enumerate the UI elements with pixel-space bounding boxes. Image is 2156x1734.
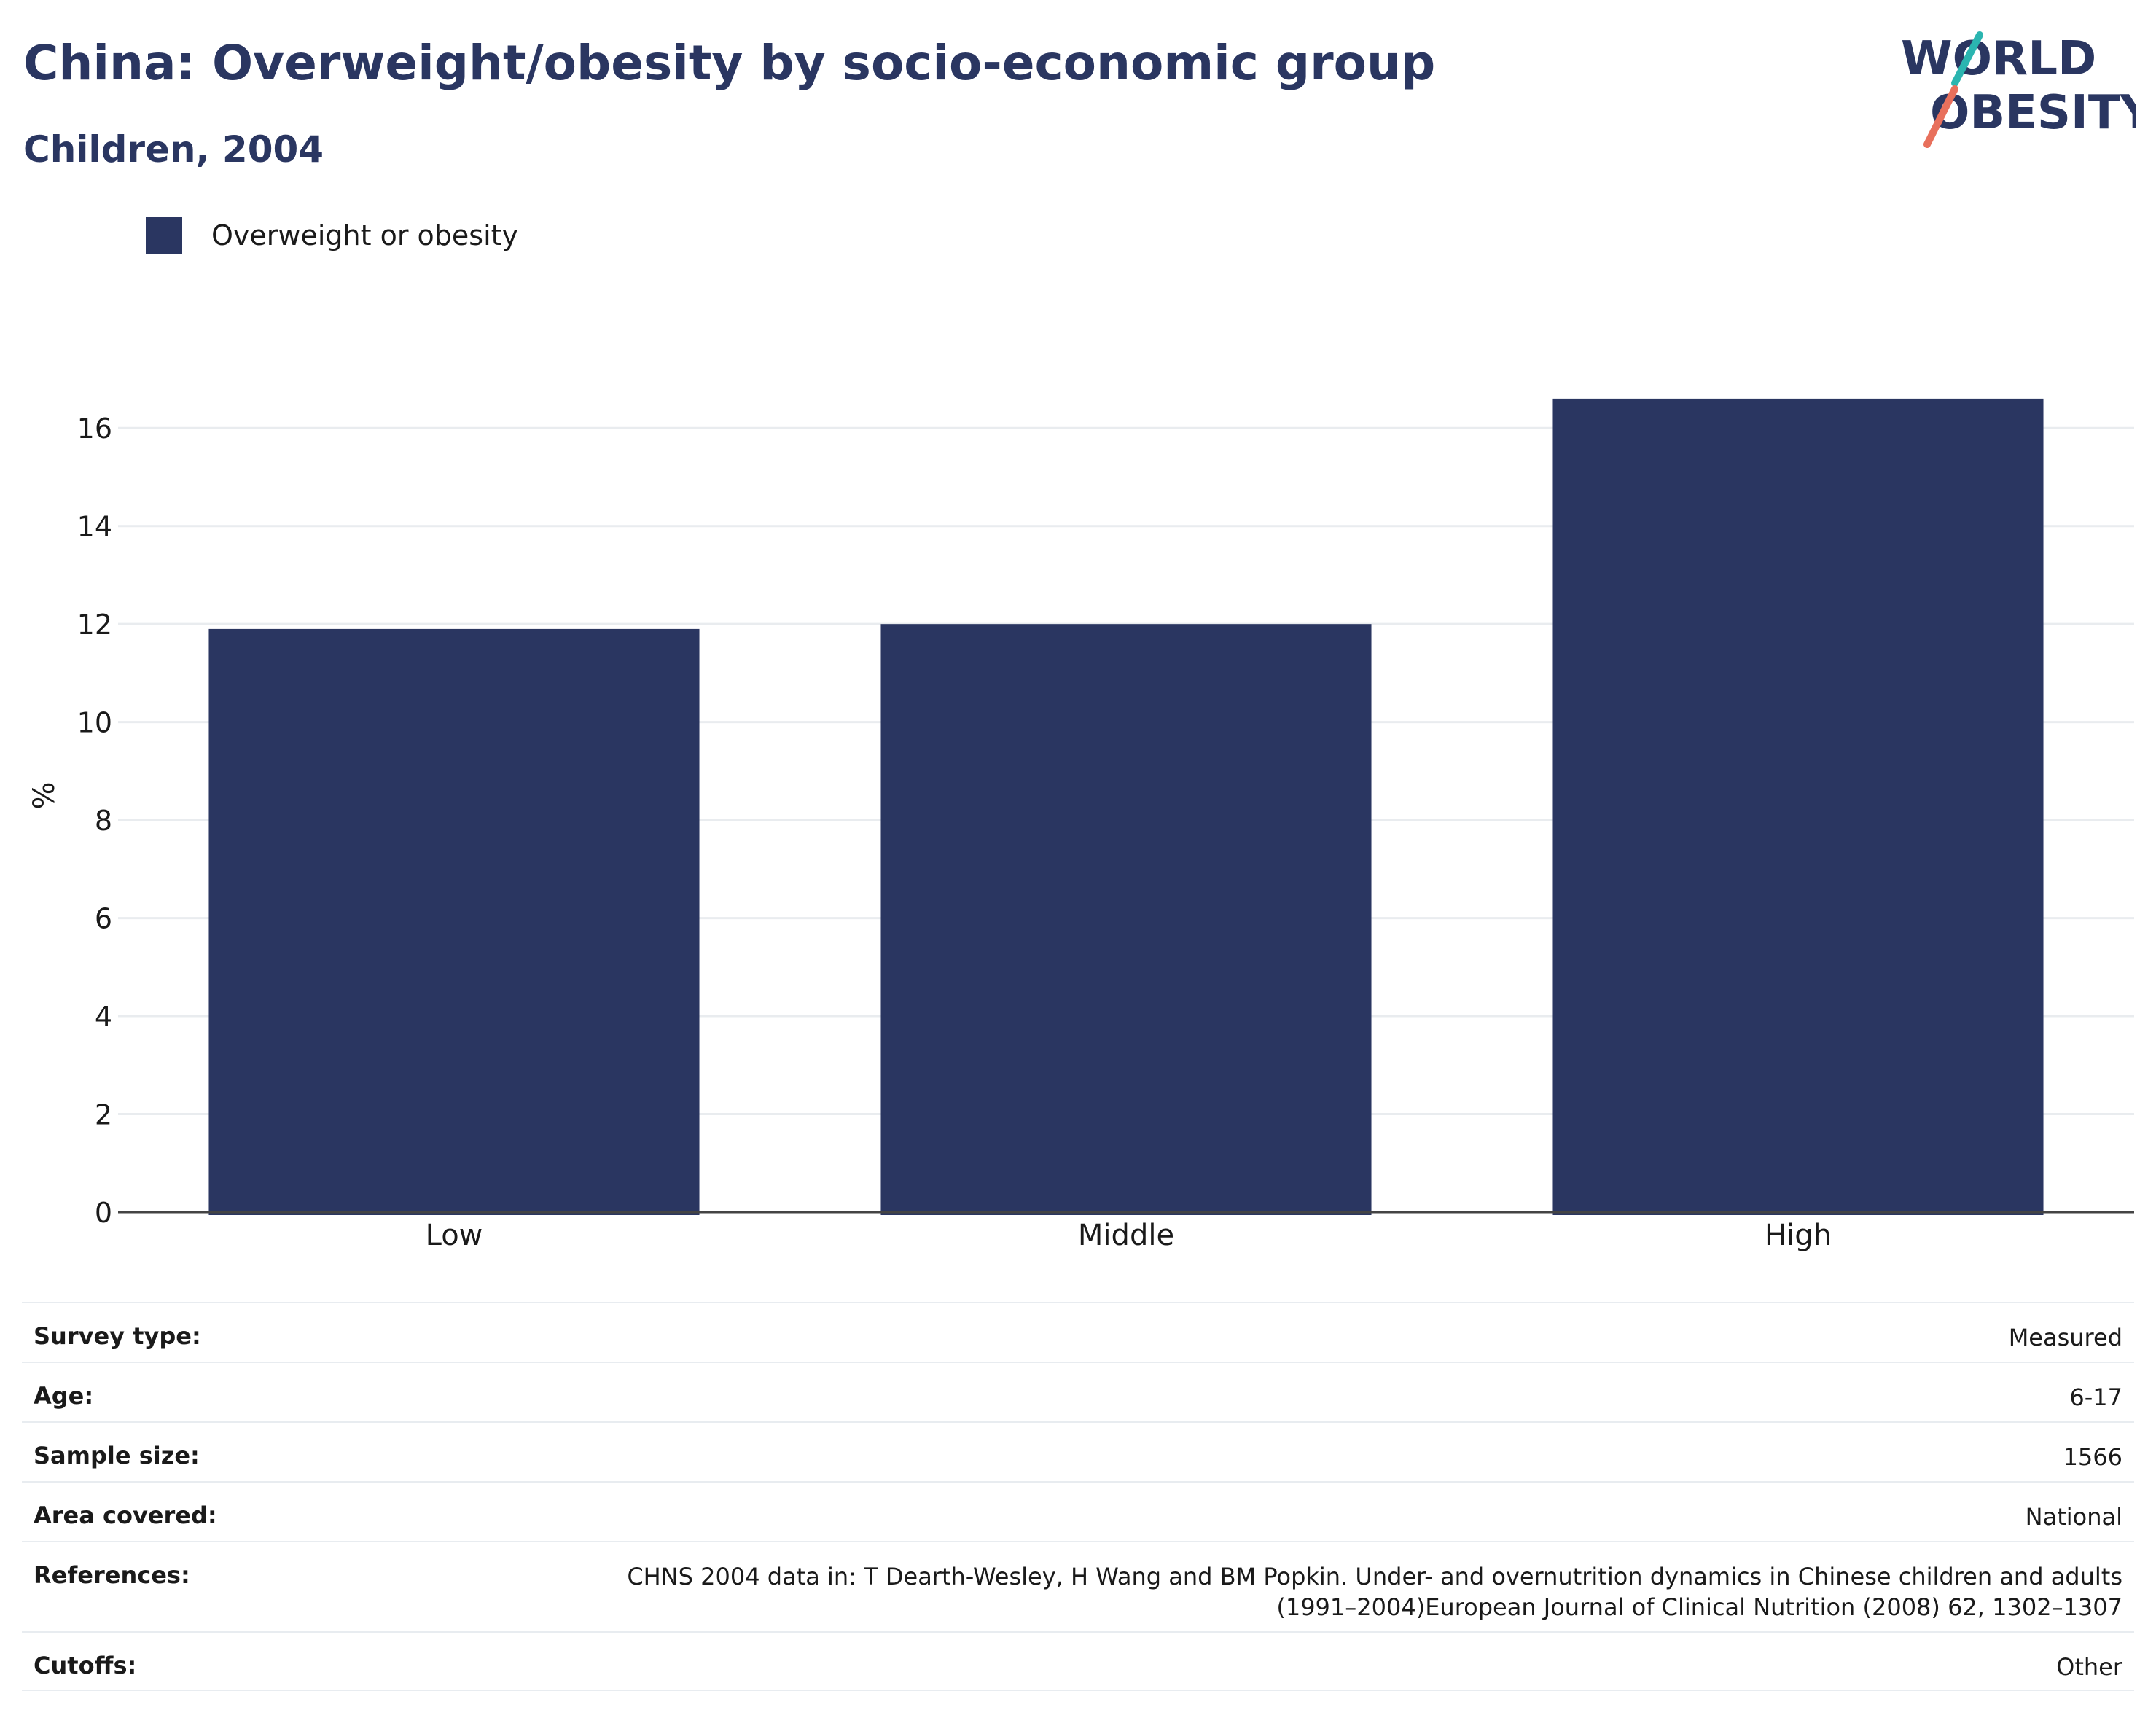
meta-value: National xyxy=(2025,1503,2122,1531)
y-tick-label: 12 xyxy=(77,609,112,641)
y-tick-label: 6 xyxy=(95,903,112,935)
meta-row-survey-type: Survey type: Measured xyxy=(22,1302,2134,1362)
meta-label: Survey type: xyxy=(34,1322,201,1350)
world-obesity-logo: WORLD OBESITY xyxy=(1895,22,2136,153)
bars xyxy=(208,398,2044,1216)
bar-low xyxy=(208,628,700,1215)
logo-line2: OBESITY xyxy=(1930,86,2136,140)
y-tick-label: 4 xyxy=(95,1001,112,1033)
chart-legend: Overweight or obesity xyxy=(146,217,518,254)
bar-chart: 0 2 4 6 8 10 12 14 16 Low Middle High % xyxy=(28,398,2134,1252)
meta-label: References: xyxy=(34,1561,190,1589)
y-tick-label: 0 xyxy=(95,1197,112,1229)
meta-value: Measured xyxy=(2008,1324,2122,1351)
x-tick-label: Middle xyxy=(1078,1219,1174,1252)
y-tick-label: 16 xyxy=(77,413,112,445)
reference-line-2: (1991–2004)European Journal of Clinical … xyxy=(1276,1593,2122,1621)
meta-value: 1566 xyxy=(2063,1443,2122,1471)
meta-value: Other xyxy=(2056,1653,2122,1681)
y-axis-label: % xyxy=(28,781,61,809)
survey-metadata-table: Survey type: Measured Age: 6-17 Sample s… xyxy=(22,1302,2134,1691)
chart-subtitle: Children, 2004 xyxy=(23,128,324,171)
x-tick-label: Low xyxy=(426,1219,483,1252)
bar-middle xyxy=(880,624,1372,1215)
reference-line-1: CHNS 2004 data in: T Dearth-Wesley, H Wa… xyxy=(627,1563,2122,1590)
y-tick-label: 14 xyxy=(77,511,112,543)
x-tick-labels: Low Middle High xyxy=(426,1219,1832,1252)
meta-label: Cutoffs: xyxy=(34,1652,137,1679)
meta-row-sample-size: Sample size: 1566 xyxy=(22,1421,2134,1481)
meta-label: Sample size: xyxy=(34,1442,200,1469)
meta-value: 6-17 xyxy=(2069,1383,2122,1411)
meta-row-area-covered: Area covered: National xyxy=(22,1481,2134,1541)
bar-high xyxy=(1552,398,2044,1216)
y-tick-label: 10 xyxy=(77,707,112,739)
meta-value: CHNS 2004 data in: T Dearth-Wesley, H Wa… xyxy=(627,1542,2122,1622)
x-tick-label: High xyxy=(1765,1219,1832,1252)
legend-swatch xyxy=(146,217,182,254)
meta-label: Area covered: xyxy=(34,1501,217,1529)
meta-row-age: Age: 6-17 xyxy=(22,1362,2134,1421)
y-tick-label: 8 xyxy=(95,805,112,837)
y-tick-label: 2 xyxy=(95,1099,112,1131)
y-tick-labels: 0 2 4 6 8 10 12 14 16 xyxy=(77,413,112,1229)
logo-line1: WORLD xyxy=(1901,32,2096,86)
legend-label: Overweight or obesity xyxy=(211,219,519,251)
meta-label: Age: xyxy=(34,1382,94,1410)
meta-row-references: References: CHNS 2004 data in: T Dearth-… xyxy=(22,1541,2134,1631)
chart-title: China: Overweight/obesity by socio-econo… xyxy=(23,35,1436,91)
meta-row-cutoffs: Cutoffs: Other xyxy=(22,1631,2134,1691)
